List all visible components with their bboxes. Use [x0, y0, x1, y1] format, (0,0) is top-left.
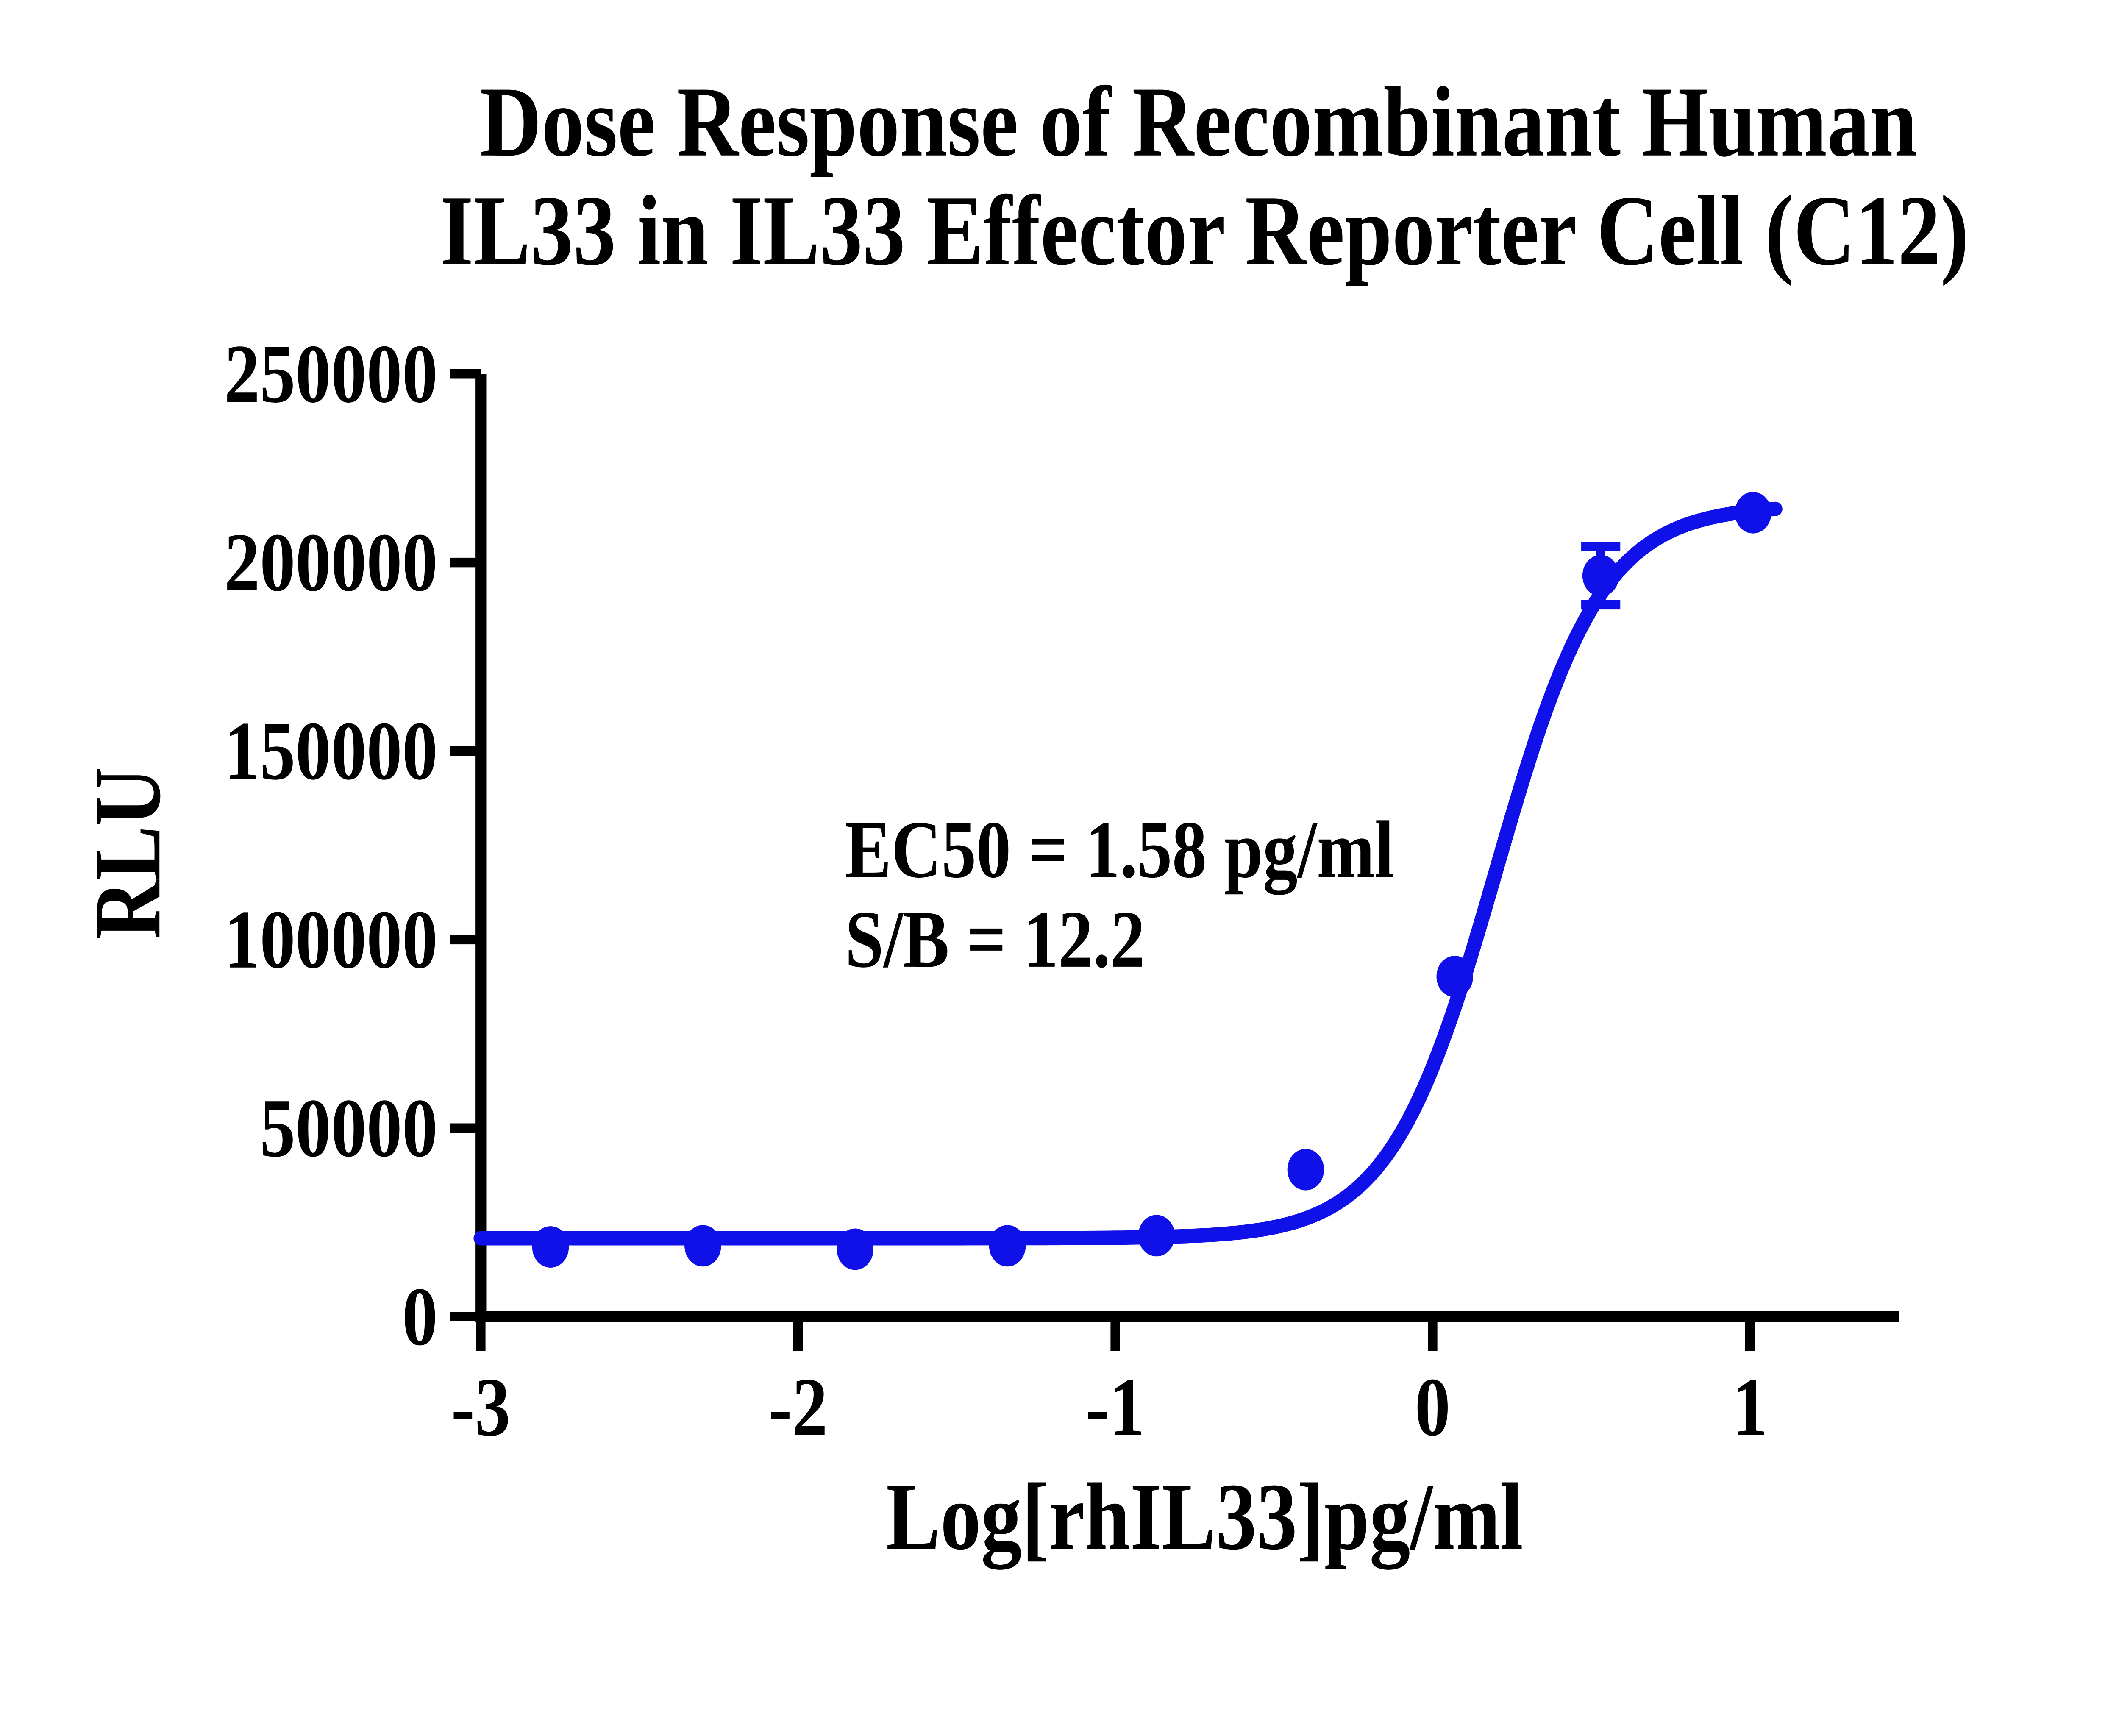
dose-response-chart: -3 -2 -1 0 1 0 50000 100000 150000 200000 250000 D… — [74, 66, 1969, 1570]
plot-area: -3 -2 -1 0 1 0 50000 100000 150000 200000 250000 — [224, 327, 1899, 1453]
x-axis-title: Log[rhIL33]pg/ml — [886, 1464, 1523, 1570]
x-tick-label-0: 0 — [1415, 1360, 1450, 1453]
y-tick-label-150000: 150000 — [224, 704, 438, 797]
data-point — [1436, 956, 1474, 997]
data-point — [1138, 1215, 1175, 1257]
y-axis-title: RLU — [75, 767, 181, 939]
data-point — [684, 1225, 721, 1267]
x-tick-label-1: 1 — [1732, 1360, 1768, 1453]
figure: -3 -2 -1 0 1 0 50000 100000 150000 200000 250000 D… — [74, 66, 1969, 1570]
y-tick-label-200000: 200000 — [224, 516, 438, 609]
x-tick-label--3: -3 — [451, 1360, 510, 1453]
data-point — [837, 1228, 874, 1270]
x-tick-label--1: -1 — [1086, 1360, 1145, 1453]
data-point — [532, 1226, 569, 1268]
data-point — [1287, 1149, 1324, 1191]
chart-title-line-2: IL33 in IL33 Effector Reporter Cell (C12… — [440, 175, 1969, 286]
y-tick-label-0: 0 — [402, 1270, 438, 1363]
y-tick-label-50000: 50000 — [260, 1082, 438, 1174]
data-point — [1735, 492, 1771, 534]
chart-title-line-1: Dose Response of Recombinant Human — [480, 66, 1917, 178]
data-point — [1582, 555, 1619, 597]
annotation-sb: S/B = 12.2 — [845, 894, 1145, 985]
annotation-ec50: EC50 = 1.58 pg/ml — [845, 804, 1394, 895]
x-tick-label--2: -2 — [768, 1360, 828, 1453]
y-tick-label-250000: 250000 — [224, 327, 438, 420]
data-point — [989, 1225, 1026, 1267]
y-tick-label-100000: 100000 — [224, 893, 438, 986]
